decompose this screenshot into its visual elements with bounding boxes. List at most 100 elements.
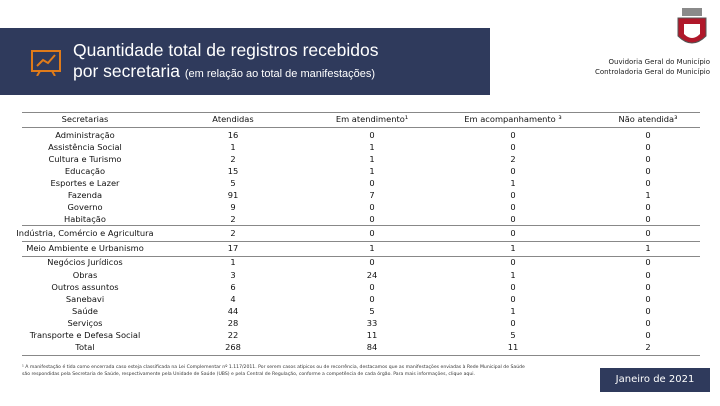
table-cell: 0 <box>510 227 516 238</box>
table-cell: 5 <box>230 177 236 188</box>
table-cell: 22 <box>227 329 239 340</box>
table-cell: 0 <box>645 141 651 152</box>
org-line: Controladoria Geral do Município <box>595 68 710 76</box>
table-cell: 1 <box>369 141 375 152</box>
row-border <box>22 127 700 128</box>
table-cell: 0 <box>369 213 375 224</box>
table-cell: 2 <box>645 341 651 352</box>
table-cell: 1 <box>510 177 516 188</box>
table-cell: 0 <box>369 293 375 304</box>
table-cell: 1 <box>645 243 651 253</box>
table-cell: 0 <box>510 165 516 176</box>
table-cell: 1 <box>369 153 375 164</box>
crest-logo <box>677 8 707 44</box>
row-border <box>22 256 700 257</box>
row-label: Serviços <box>67 317 103 328</box>
table-cell: 2 <box>230 153 236 164</box>
table-cell: 0 <box>645 317 651 328</box>
row-label: Obras <box>72 269 98 280</box>
table: Secretarias Atendidas Em atendimento¹ Em ac… <box>16 110 700 356</box>
row-label: Cultura e Turismo <box>48 153 122 164</box>
table-cell: 0 <box>645 305 651 316</box>
table-cell: 0 <box>645 329 651 340</box>
table-cell: 28 <box>227 317 239 328</box>
row-label: Meio Ambiente e Urbanismo <box>26 243 144 253</box>
table-cell: 0 <box>510 189 516 200</box>
row-label: Negócios Jurídicos <box>47 257 123 267</box>
table-cell: 0 <box>645 213 651 224</box>
table-cell: 0 <box>510 129 516 140</box>
table-cell: 15 <box>227 165 239 176</box>
table-cell: 0 <box>645 177 651 188</box>
table-cell: 9 <box>230 201 236 212</box>
table-cell: 1 <box>369 243 375 253</box>
table-cell: 5 <box>510 329 516 340</box>
subtitle: (em relação ao total de manifestações) <box>184 68 376 80</box>
table-cell: 0 <box>510 213 516 224</box>
table-cell: 0 <box>645 281 651 292</box>
table-cell: 5 <box>369 305 375 316</box>
row-label: Governo <box>67 201 103 212</box>
table-cell: 17 <box>227 243 239 253</box>
table-cell: 268 <box>225 341 241 352</box>
title-line: por secretaria (em relação ao total de m… <box>73 61 378 85</box>
title-line: por secretaria <box>73 61 180 81</box>
table-cell: 0 <box>645 165 651 176</box>
row-label: Total <box>75 341 95 352</box>
row-border <box>22 355 700 356</box>
table-cell: 0 <box>645 293 651 304</box>
footnote: ¹ A manifestação é tida como encerrada c… <box>22 365 525 377</box>
column-header: Em acompanhamento ³ <box>464 114 562 124</box>
row-label: Saúde <box>72 305 98 316</box>
row-label: Educação <box>64 165 106 176</box>
column-header: Secretarias <box>61 114 109 124</box>
row-border <box>22 112 700 113</box>
table-cell: 16 <box>227 129 239 140</box>
table-cell: 0 <box>369 281 375 292</box>
table-cell: 0 <box>369 177 375 188</box>
row-label: Esportes e Lazer <box>50 177 120 188</box>
table-cell: 0 <box>510 317 516 328</box>
table-cell: 0 <box>645 129 651 140</box>
table-cell: 0 <box>510 201 516 212</box>
table-cell: 0 <box>369 257 375 267</box>
table-cell: 0 <box>510 281 516 292</box>
table-cell: 33 <box>366 317 378 328</box>
column-header: Não atendida³ <box>618 114 678 124</box>
title: Quantidade total de registros recebidos … <box>73 40 378 85</box>
table-cell: 0 <box>645 201 651 212</box>
org-text: Ouvidoria Geral do Município Controlador… <box>580 57 710 77</box>
table-cell: 1 <box>369 165 375 176</box>
table-cell: 4 <box>230 293 236 304</box>
table-cell: 2 <box>510 153 516 164</box>
table-cell: 0 <box>369 129 375 140</box>
table-cell: 3 <box>230 269 236 280</box>
table-cell: 2 <box>230 213 236 224</box>
table-cell: 0 <box>369 227 375 238</box>
row-border <box>22 241 700 242</box>
table-cell: 1 <box>510 243 516 253</box>
row-label: Habitação <box>64 213 106 224</box>
row-label: Fazenda <box>67 189 103 200</box>
table-cell: 0 <box>510 141 516 152</box>
table-cell: 91 <box>227 189 239 200</box>
table-cell: 7 <box>369 189 375 200</box>
table-cell: 0 <box>510 293 516 304</box>
table-cell: 1 <box>230 257 236 267</box>
date-box: Janeiro de 2021 <box>600 368 710 392</box>
row-label: Sanebavi <box>65 293 105 304</box>
chart-icon <box>31 50 61 76</box>
table-cell: 0 <box>369 201 375 212</box>
table-cell: 11 <box>366 329 378 340</box>
row-label: Administração <box>55 129 115 140</box>
table-cell: 0 <box>645 257 651 267</box>
table-cell: 2 <box>230 227 236 238</box>
row-border <box>22 225 700 226</box>
table-cell: 0 <box>510 257 516 267</box>
table-cell: 24 <box>366 269 378 280</box>
column-header: Em atendimento¹ <box>335 114 409 124</box>
table-cell: 84 <box>366 341 378 352</box>
column-header: Atendidas <box>212 114 254 124</box>
table-cell: 0 <box>645 227 651 238</box>
